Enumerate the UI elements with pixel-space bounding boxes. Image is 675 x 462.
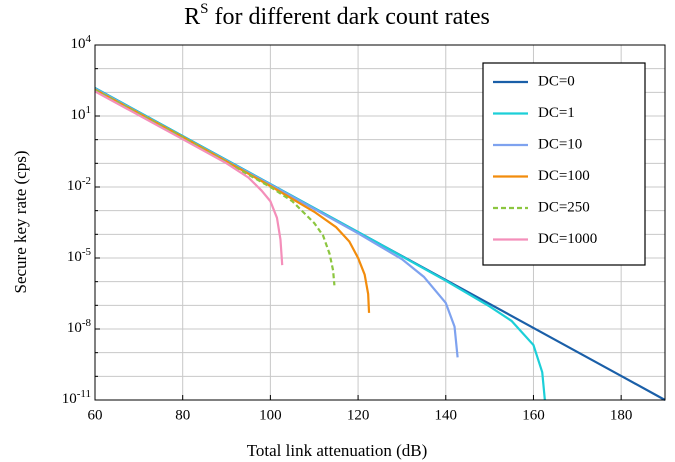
y-tick-label: 10-5	[67, 246, 92, 266]
title-base: R	[184, 4, 200, 30]
y-tick-base: 10	[67, 178, 82, 194]
series-line	[94, 88, 371, 313]
y-tick-exponent: 1	[86, 104, 92, 116]
title-text: for different dark count rates	[214, 4, 489, 30]
legend-label: DC=1	[538, 105, 575, 121]
y-tick-base: 10	[71, 107, 86, 123]
x-tick-label: 60	[88, 407, 103, 423]
y-tick-exponent: -2	[82, 175, 91, 187]
y-tick-exponent: -11	[77, 388, 91, 400]
y-tick-base: 10	[62, 391, 77, 407]
y-tick-label: 101	[71, 104, 92, 124]
y-tick-label: 10-8	[67, 317, 92, 337]
y-tick-label: 104	[71, 33, 92, 53]
legend-label: DC=0	[538, 73, 575, 89]
x-axis-label: Total link attenuation (dB)	[247, 441, 428, 460]
x-tick-label: 80	[175, 407, 190, 423]
x-tick-label: 180	[610, 407, 633, 423]
y-tick-label: 10-11	[62, 388, 91, 408]
title-sup: S	[200, 1, 208, 17]
legend-label: DC=100	[538, 168, 590, 184]
y-tick-exponent: -5	[82, 246, 92, 258]
chart-title: RS for different dark count rates	[184, 1, 490, 29]
y-tick-base: 10	[67, 249, 82, 265]
y-tick-exponent: 4	[86, 33, 92, 45]
legend-label: DC=10	[538, 136, 582, 152]
series-line	[94, 87, 546, 401]
legend-label: DC=1000	[538, 231, 597, 247]
x-tick-label: 140	[435, 407, 458, 423]
y-tick-base: 10	[71, 36, 86, 52]
x-tick-label: 100	[259, 407, 282, 423]
y-axis-label: Secure key rate (cps)	[11, 150, 30, 293]
y-tick-exponent: -8	[82, 317, 92, 329]
series-line	[94, 90, 284, 266]
plot-frame	[94, 44, 666, 401]
legend-label: DC=250	[538, 199, 590, 215]
x-tick-label: 120	[347, 407, 370, 423]
series-line	[94, 89, 336, 286]
legend-box	[482, 62, 646, 266]
x-tick-label: 160	[522, 407, 545, 423]
y-tick-base: 10	[67, 320, 82, 336]
series-line	[94, 87, 459, 358]
y-tick-label: 10-2	[67, 175, 91, 195]
